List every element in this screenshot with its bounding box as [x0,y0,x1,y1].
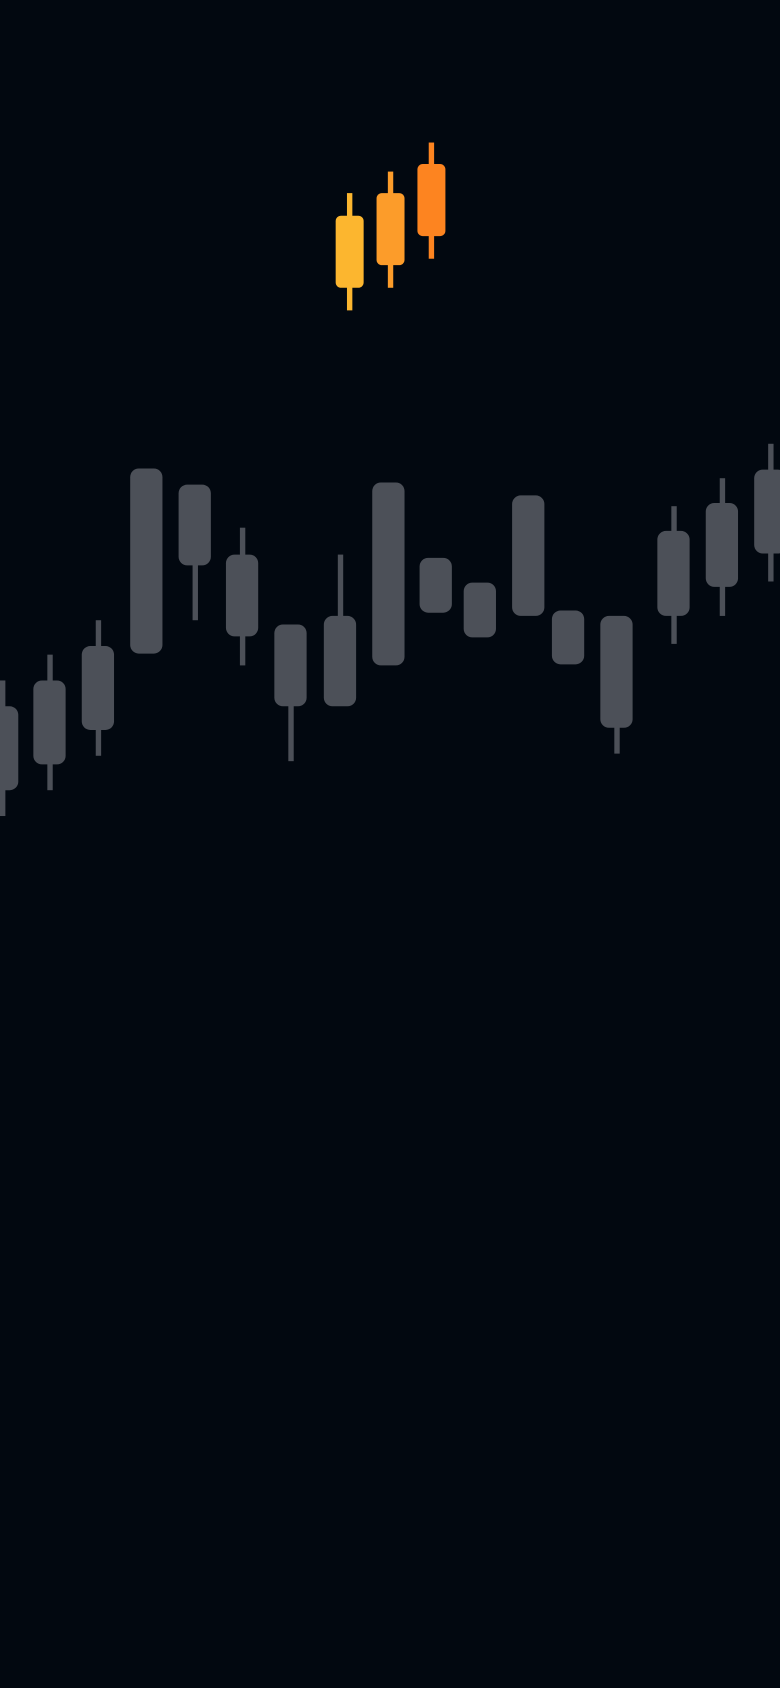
orange-candles [335,142,446,311]
gray-candles [0,443,780,817]
